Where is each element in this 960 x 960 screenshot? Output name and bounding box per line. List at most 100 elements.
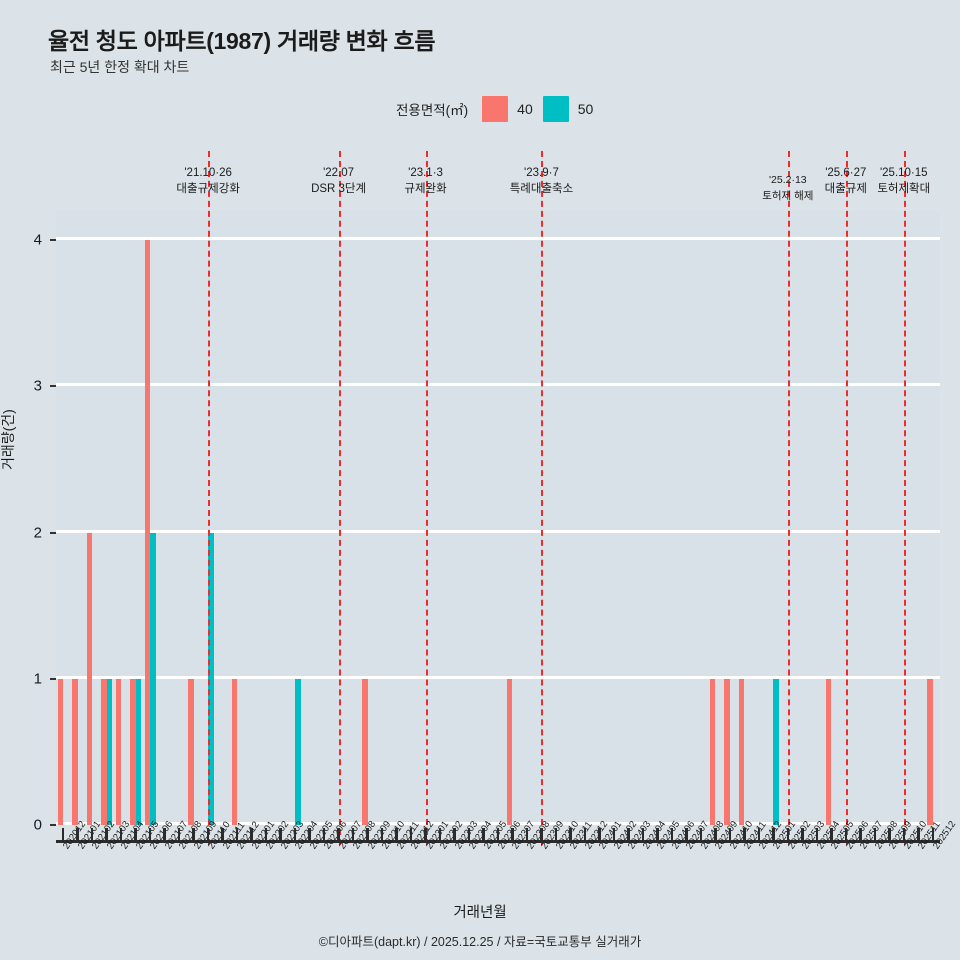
x-tick-mark xyxy=(206,828,210,841)
x-tick-mark xyxy=(337,828,340,841)
event-date: '21.10·26 xyxy=(184,167,232,179)
bar-50-202105[interactable] xyxy=(135,678,142,825)
x-tick-mark xyxy=(583,828,587,841)
x-tick-mark xyxy=(757,828,761,841)
legend-swatch-40 xyxy=(482,96,509,122)
x-tick-mark xyxy=(917,828,920,841)
x-tick-mark xyxy=(801,828,804,841)
bar-40-202104[interactable] xyxy=(115,678,122,825)
bar-40-202409[interactable] xyxy=(709,678,716,825)
y-tick-label: 4 xyxy=(33,231,42,249)
y-tick-mark xyxy=(50,677,56,680)
y-tick-label: 2 xyxy=(33,524,42,542)
x-tick-mark xyxy=(699,828,703,841)
page-subtitle: 최근 5년 한정 확대 차트 xyxy=(50,59,190,75)
bar-50-202110[interactable] xyxy=(208,532,214,825)
x-tick-mark xyxy=(438,828,442,841)
bar-50-202103[interactable] xyxy=(106,678,113,825)
x-tick-mark xyxy=(467,828,471,841)
bar-40-202012[interactable] xyxy=(57,678,64,825)
grid-line xyxy=(56,529,940,533)
page-title: 율전 청도 아파트(1987) 거래량 변화 흐름 xyxy=(48,28,436,54)
legend-label-50: 50 xyxy=(577,101,594,117)
x-tick-mark xyxy=(395,828,398,841)
legend-title: 전용면적(㎡) xyxy=(396,103,469,118)
x-tick-mark xyxy=(670,828,674,841)
bar-40-202410[interactable] xyxy=(724,678,730,825)
bar-40-202307[interactable] xyxy=(506,678,513,825)
bar-40-202102[interactable] xyxy=(86,532,93,825)
x-tick-mark xyxy=(873,828,877,841)
y-tick-label: 3 xyxy=(33,377,42,395)
y-axis-label: 거래량(건) xyxy=(0,409,16,470)
x-tick-mark xyxy=(569,828,572,841)
x-tick-mark xyxy=(496,828,500,841)
y-tick-label: 0 xyxy=(33,816,42,834)
bar-40-202103[interactable] xyxy=(101,678,107,825)
x-tick-mark xyxy=(308,828,311,841)
event-text: 토허제 해제 xyxy=(762,190,814,202)
x-tick-mark xyxy=(322,828,326,841)
event-date: '23.1·3 xyxy=(408,167,443,179)
event-text: 토허제확대 xyxy=(877,183,931,195)
footer-credit: ©디아파트(dapt.kr) / 2025.12.25 / 자료=국토교통부 실… xyxy=(318,935,642,949)
bar-40-202101[interactable] xyxy=(72,678,78,825)
x-tick-mark xyxy=(235,828,239,841)
legend-item-40[interactable]: 40 xyxy=(482,96,533,122)
bar-40-202109[interactable] xyxy=(188,678,194,825)
y-tick-mark xyxy=(50,239,56,242)
event-line-202110 xyxy=(208,151,211,845)
x-axis-label: 거래년월 xyxy=(453,905,507,921)
event-annotation-202510: '25.10·15 토허제확대 xyxy=(877,165,930,197)
y-tick-label: 1 xyxy=(33,670,42,688)
x-tick-mark xyxy=(714,828,717,841)
bar-50-202204[interactable] xyxy=(295,678,301,825)
event-annotation-202110: '21.10·26 대출규제강화 xyxy=(176,165,239,197)
x-tick-mark xyxy=(511,828,514,841)
bar-40-202505[interactable] xyxy=(825,678,832,825)
grid-line xyxy=(56,822,940,825)
legend-item-50[interactable]: 50 xyxy=(542,96,594,122)
x-tick-mark xyxy=(612,828,616,841)
x-tick-mark xyxy=(772,828,775,841)
event-text: DSR 3단계 xyxy=(311,183,367,195)
x-tick-mark xyxy=(119,828,123,841)
x-tick-mark xyxy=(627,828,630,841)
x-tick-mark xyxy=(192,828,195,841)
x-tick-mark xyxy=(830,828,833,841)
bar-50-202106[interactable] xyxy=(150,532,156,825)
bar-40-202411[interactable] xyxy=(738,678,745,825)
bar-40-202105[interactable] xyxy=(130,678,136,825)
event-line-202207 xyxy=(338,151,341,845)
x-tick-mark xyxy=(105,828,108,841)
event-line-202506 xyxy=(845,151,848,845)
x-tick-mark xyxy=(366,828,369,841)
chart-plot-area xyxy=(56,151,940,845)
bar-50-202501[interactable] xyxy=(773,678,779,825)
bar-40-202209[interactable] xyxy=(361,678,368,825)
x-tick-mark xyxy=(525,828,529,841)
x-tick-mark xyxy=(76,828,79,841)
x-tick-mark xyxy=(61,828,65,841)
event-date: '25.10·15 xyxy=(879,167,928,179)
grid-line xyxy=(56,237,940,241)
x-tick-mark xyxy=(453,828,456,841)
bar-40-202512[interactable] xyxy=(927,678,933,825)
x-tick-mark xyxy=(279,828,282,841)
x-tick-mark xyxy=(90,828,94,841)
event-text: 대출규제 xyxy=(824,183,867,195)
grid-line xyxy=(56,675,940,679)
event-annotation-202506: '25.6·27 대출규제 xyxy=(825,165,867,197)
y-tick-mark xyxy=(50,385,56,388)
bar-40-202106[interactable] xyxy=(144,240,151,825)
x-tick-mark xyxy=(728,828,732,841)
event-date: '23.9·7 xyxy=(524,167,559,179)
x-tick-mark xyxy=(424,828,427,841)
legend-swatch-50 xyxy=(542,96,569,122)
x-tick-mark xyxy=(380,828,384,841)
bar-40-202112[interactable] xyxy=(231,678,238,825)
event-line-202309 xyxy=(541,151,544,845)
x-tick-mark xyxy=(540,828,543,841)
x-tick-mark xyxy=(902,828,906,841)
chart-legend: 전용면적(㎡) 40 50 xyxy=(396,96,593,122)
